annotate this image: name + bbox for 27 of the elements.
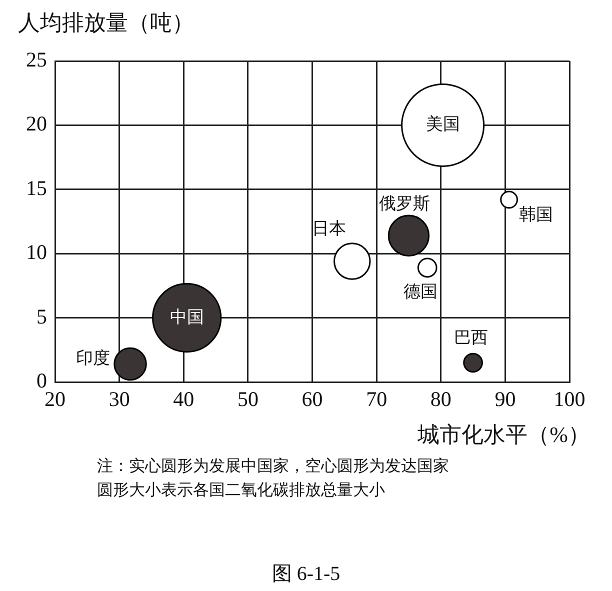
annotation: 巴西	[454, 328, 488, 348]
annotation: 韩国	[519, 205, 554, 224]
x-tick-label: 100	[554, 387, 586, 412]
y-tick-label: 0	[36, 368, 47, 393]
x-tick-label: 80	[430, 387, 452, 412]
y-axis-title: 人均排放量（吨）	[18, 9, 194, 37]
annotation: 美国	[426, 114, 460, 134]
y-tick-label: 15	[26, 176, 47, 200]
text: 图 6-1-5	[270, 562, 342, 587]
annotation: 印度	[76, 348, 110, 368]
annotation: 中国	[170, 307, 204, 326]
annotation: 德国	[403, 282, 438, 302]
x-tick-label: 40	[173, 387, 194, 412]
text: 圆形大小表示各国二氧化碳排放总量大小	[97, 480, 386, 501]
x-tick-label: 70	[366, 387, 388, 412]
x-tick-label: 90	[494, 387, 516, 412]
x-tick-label: 50	[237, 387, 258, 412]
annotation: 日本	[312, 218, 346, 238]
y-tick-label: 5	[36, 304, 47, 328]
x-tick-label: 60	[302, 387, 323, 412]
text: 注：实心圆形为发展中国家，空心圆形为发达国家	[97, 456, 449, 477]
annotation: 俄罗斯	[379, 194, 430, 214]
y-tick-label: 20	[26, 112, 47, 136]
x-axis-title: 城市化水平（%）	[418, 421, 590, 449]
x-tick-label: 30	[108, 387, 130, 412]
y-tick-label: 25	[26, 48, 47, 72]
y-tick-label: 10	[26, 240, 47, 264]
